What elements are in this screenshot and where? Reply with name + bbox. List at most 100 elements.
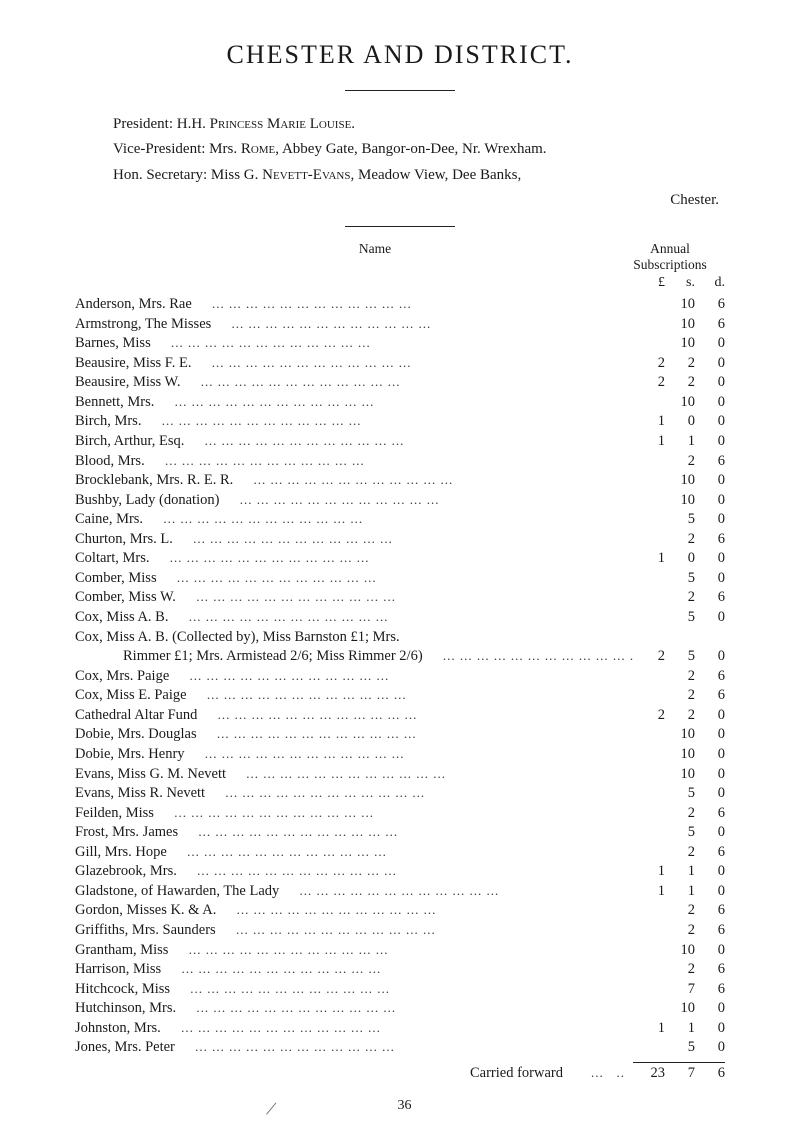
amount-shillings: 5 [665, 823, 695, 843]
amount-shillings: 2 [665, 530, 695, 550]
carried-pence: 6 [695, 1065, 725, 1082]
table-row: Gill, Mrs. Hope26 [75, 843, 725, 863]
amount-pounds: 1 [635, 549, 665, 569]
table-row: Johnston, Mrs.110 [75, 1019, 725, 1039]
subscriber-name: Caine, Mrs. [75, 510, 635, 530]
carried-forward-label: Carried forward [470, 1065, 591, 1082]
amount-pence: 6 [695, 901, 725, 921]
subscriber-name: Cox, Mrs. Paige [75, 667, 635, 687]
amount-shillings: 5 [665, 608, 695, 628]
sec-name: Nevett-Evans [262, 167, 350, 183]
amount-pounds: 2 [635, 373, 665, 393]
carried-pounds: 23 [635, 1065, 665, 1082]
amount-pence: 0 [695, 941, 725, 961]
header-rule [345, 226, 455, 227]
amount-pence: 0 [695, 647, 725, 667]
amount-pence: 0 [695, 1019, 725, 1039]
amount-pence: 6 [695, 667, 725, 687]
amount-shillings: 2 [665, 373, 695, 393]
amount-pence: 0 [695, 393, 725, 413]
amount-pence: 0 [695, 510, 725, 530]
amount-pence: 0 [695, 608, 725, 628]
subscriber-name: Comber, Miss W. [75, 588, 635, 608]
amount-pence: 6 [695, 452, 725, 472]
subscriber-name: Griffiths, Mrs. Saunders [75, 921, 635, 941]
amount-shillings: 2 [665, 843, 695, 863]
amount-pounds: 1 [635, 432, 665, 452]
amount-pence: 0 [695, 412, 725, 432]
table-row: Birch, Mrs.100 [75, 412, 725, 432]
col-shillings: s. [665, 275, 695, 291]
subscriber-name: Glazebrook, Mrs. [75, 862, 635, 882]
amount-shillings: 7 [665, 980, 695, 1000]
subscriber-name: Cox, Miss A. B. [75, 608, 635, 628]
amount-shillings: 1 [665, 862, 695, 882]
subscription-list: Name Annual Subscriptions £ s. d. Anders… [75, 241, 725, 1082]
table-row: Jones, Mrs. Peter50 [75, 1038, 725, 1058]
amount-pounds: 2 [635, 354, 665, 374]
table-row: Bushby, Lady (donation)100 [75, 491, 725, 511]
amount-pence: 0 [695, 432, 725, 452]
amount-shillings: 2 [665, 588, 695, 608]
table-row: Hitchcock, Miss76 [75, 980, 725, 1000]
amount-pence: 0 [695, 823, 725, 843]
carried-shillings: 7 [665, 1065, 695, 1082]
subscriber-name: Harrison, Miss [75, 960, 635, 980]
amount-shillings: 10 [665, 941, 695, 961]
amount-shillings: 5 [665, 510, 695, 530]
subscriber-name: Rimmer £1; Mrs. Armistead 2/6; Miss Rimm… [75, 647, 635, 667]
amount-shillings: 0 [665, 549, 695, 569]
president-line: President: H.H. Princess Marie Louise. [113, 113, 725, 136]
subscriber-name: Gladstone, of Hawarden, The Lady [75, 882, 635, 902]
subscriber-name: Frost, Mrs. James [75, 823, 635, 843]
col-head-amount: Annual Subscriptions [615, 241, 725, 273]
table-row: Brocklebank, Mrs. R. E. R.100 [75, 471, 725, 491]
table-row: Dobie, Mrs. Douglas100 [75, 725, 725, 745]
header-block: President: H.H. Princess Marie Louise. V… [113, 113, 725, 212]
amount-shillings: 2 [665, 960, 695, 980]
subscriber-name: Beausire, Miss W. [75, 373, 635, 393]
amount-pounds: 1 [635, 1019, 665, 1039]
amount-pence: 6 [695, 686, 725, 706]
amount-shillings: 2 [665, 452, 695, 472]
amount-shillings: 5 [665, 784, 695, 804]
amount-pence: 0 [695, 334, 725, 354]
amount-pounds: 1 [635, 412, 665, 432]
amount-shillings: 5 [665, 647, 695, 667]
currency-heads: £ s. d. [75, 275, 725, 291]
footer-slash: / [266, 1098, 276, 1122]
subscriber-name: Evans, Miss R. Nevett [75, 784, 635, 804]
table-row: Frost, Mrs. James 50 [75, 823, 725, 843]
subscriber-name: Cox, Miss A. B. (Collected by), Miss Bar… [75, 628, 635, 648]
subscriber-name: Birch, Mrs. [75, 412, 635, 432]
amount-pounds: 2 [635, 706, 665, 726]
subscriber-name: Gordon, Misses K. & A. [75, 901, 635, 921]
col-head-amount-l1: Annual [615, 241, 725, 257]
col-head-name: Name [75, 241, 615, 273]
table-row: Glazebrook, Mrs.110 [75, 862, 725, 882]
amount-shillings: 10 [665, 315, 695, 335]
table-row: Comber, Miss W.26 [75, 588, 725, 608]
page-footer: / 36 [75, 1092, 725, 1115]
table-row: Rimmer £1; Mrs. Armistead 2/6; Miss Rimm… [75, 647, 725, 667]
amount-shillings: 2 [665, 667, 695, 687]
table-row: Beausire, Miss F. E.220 [75, 354, 725, 374]
amount-pence: 0 [695, 1038, 725, 1058]
amount-shillings: 10 [665, 334, 695, 354]
table-row: Birch, Arthur, Esq.110 [75, 432, 725, 452]
subscriber-name: Blood, Mrs. [75, 452, 635, 472]
table-row: Harrison, Miss26 [75, 960, 725, 980]
amount-pence: 0 [695, 354, 725, 374]
amount-shillings: 10 [665, 745, 695, 765]
amount-pence: 0 [695, 882, 725, 902]
amount-pence: 6 [695, 315, 725, 335]
table-row: Cox, Miss A. B. 50 [75, 608, 725, 628]
table-row: Hutchinson, Mrs.100 [75, 999, 725, 1019]
amount-pounds: 1 [635, 862, 665, 882]
amount-pence: 0 [695, 549, 725, 569]
amount-shillings: 2 [665, 901, 695, 921]
amount-pence: 0 [695, 725, 725, 745]
table-row: Grantham, Miss100 [75, 941, 725, 961]
subscriber-name: Bennett, Mrs. [75, 393, 635, 413]
amount-shillings: 5 [665, 569, 695, 589]
